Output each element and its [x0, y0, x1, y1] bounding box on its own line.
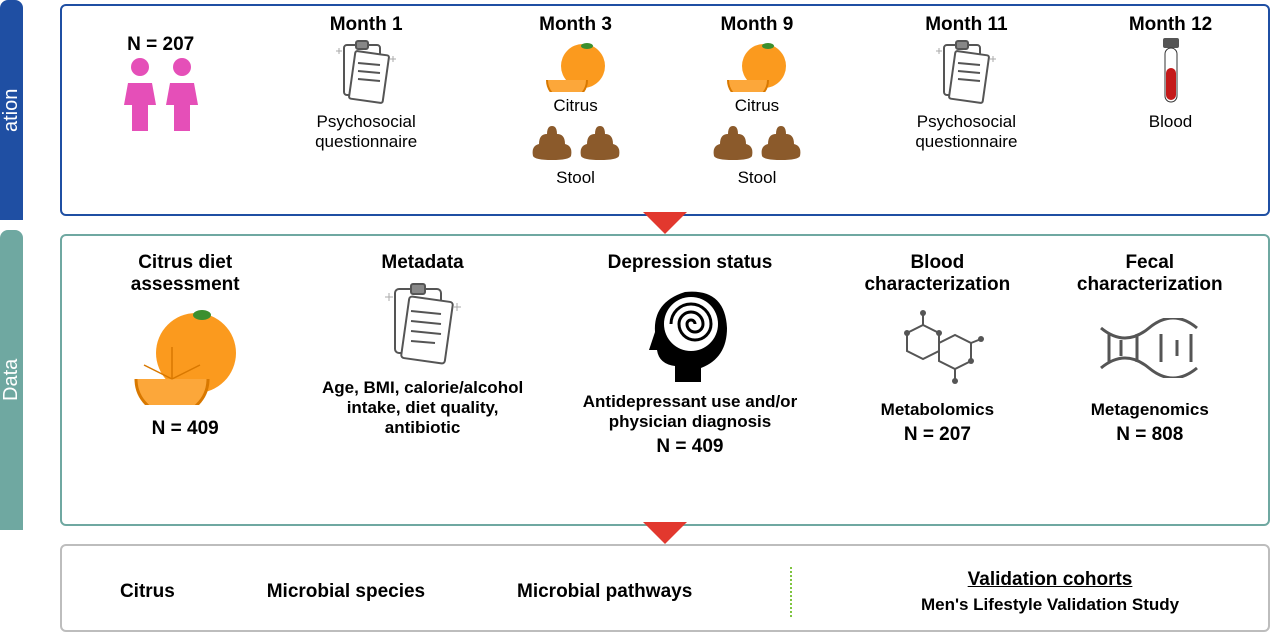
month1-col: Month 1 Psychosocial questionnaire — [291, 14, 441, 152]
row3-citrus: Citrus — [120, 581, 175, 603]
people-icon — [118, 60, 204, 128]
n-col: N = 207 — [118, 14, 204, 128]
orange-icon — [130, 300, 240, 410]
row3-species-label: Microbial species — [267, 581, 425, 603]
clipboard-icon — [930, 40, 1002, 108]
data-col-fecal: Fecal characterization Metagenomics N = … — [1055, 252, 1245, 446]
row3-panel: Citrus Microbial species Microbial pathw… — [60, 544, 1270, 632]
month3-col: Month 3 Citrus Stool — [529, 14, 623, 188]
stool-icon — [710, 120, 804, 164]
fecal-label: Metagenomics — [1091, 400, 1209, 420]
arrow-icon — [643, 522, 687, 544]
row2-tab: Data — [0, 230, 23, 530]
row3-species: Microbial species — [267, 581, 425, 603]
row1-tab: ation — [0, 0, 23, 220]
month9-title: Month 9 — [721, 14, 794, 36]
arrow-icon — [643, 212, 687, 234]
month12-title: Month 12 — [1129, 14, 1212, 36]
fecal-title: Fecal characterization — [1065, 252, 1235, 296]
data-col-blood: Blood characterization Metabolomics N = … — [842, 252, 1032, 446]
month12-label: Blood — [1149, 112, 1192, 132]
row1-tab-wrap: ation — [0, 0, 56, 220]
month3-title: Month 3 — [539, 14, 612, 36]
clipboard-icon — [377, 278, 469, 374]
depression-n: N = 409 — [656, 436, 723, 458]
month11-title: Month 11 — [925, 14, 1007, 36]
row3-pathways: Microbial pathways — [517, 581, 692, 603]
month1-title: Month 1 — [330, 14, 403, 36]
data-col-depression: Depression status Antidepressant use and… — [560, 252, 820, 458]
citrus-title: Citrus diet assessment — [85, 252, 285, 296]
blood-label: Metabolomics — [881, 400, 994, 420]
row3-tab-wrap — [0, 540, 56, 636]
blood-title: Blood characterization — [852, 252, 1022, 296]
row2-tab-wrap: Data — [0, 230, 56, 530]
stool-icon — [529, 120, 623, 164]
month3-citrus: Citrus — [553, 96, 597, 116]
n-value: N = 207 — [127, 34, 194, 56]
blood-n: N = 207 — [904, 424, 971, 446]
row2-panel: Citrus diet assessment N = 409 Metadata … — [60, 234, 1270, 526]
row1-panel: N = 207 Month 1 Psychosocial questionnai… — [60, 4, 1270, 216]
month3-stool: Stool — [556, 168, 595, 188]
month11-label: Psychosocial questionnaire — [891, 112, 1041, 152]
validation-line1: Men's Lifestyle Validation Study — [921, 595, 1179, 615]
divider — [790, 567, 792, 617]
orange-icon — [543, 40, 609, 92]
month9-citrus: Citrus — [735, 96, 779, 116]
data-col-citrus: Citrus diet assessment N = 409 — [85, 252, 285, 440]
row3-citrus-label: Citrus — [120, 581, 175, 603]
row3-pathways-label: Microbial pathways — [517, 581, 692, 603]
head-spiral-icon — [635, 278, 745, 388]
dna-icon — [1095, 300, 1205, 396]
depression-title: Depression status — [608, 252, 773, 274]
depression-desc: Antidepressant use and/or physician diag… — [570, 392, 810, 432]
month1-label: Psychosocial questionnaire — [291, 112, 441, 152]
metadata-title: Metadata — [381, 252, 463, 274]
orange-icon — [724, 40, 790, 92]
month9-col: Month 9 Citrus Stool — [710, 14, 804, 188]
molecule-icon — [887, 300, 987, 396]
blood-tube-icon — [1151, 40, 1191, 108]
row3-validation: Validation cohorts Men's Lifestyle Valid… — [890, 569, 1210, 615]
fecal-n: N = 808 — [1116, 424, 1183, 446]
clipboard-icon — [330, 40, 402, 108]
metadata-desc: Age, BMI, calorie/alcohol intake, diet q… — [313, 378, 533, 438]
month9-stool: Stool — [738, 168, 777, 188]
data-col-metadata: Metadata Age, BMI, calorie/alcohol intak… — [308, 252, 538, 438]
month12-col: Month 12 Blood — [1129, 14, 1212, 132]
month11-col: Month 11 Psychosocial questionnaire — [891, 14, 1041, 152]
validation-title: Validation cohorts — [968, 569, 1133, 591]
citrus-n: N = 409 — [152, 418, 219, 440]
